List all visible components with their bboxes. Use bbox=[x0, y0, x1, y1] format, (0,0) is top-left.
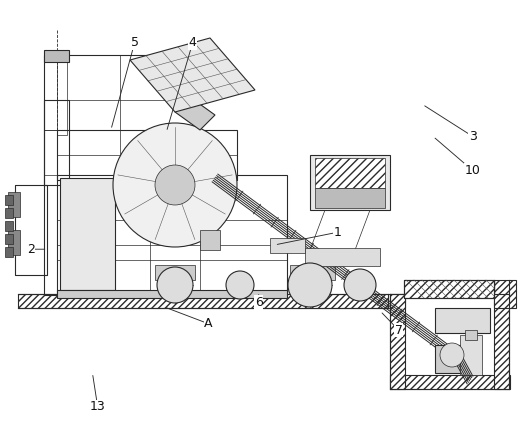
Bar bbox=[15, 185, 47, 275]
Bar bbox=[44, 55, 199, 185]
Circle shape bbox=[440, 343, 464, 367]
Bar bbox=[390, 294, 405, 308]
Bar bbox=[8, 192, 20, 217]
Bar bbox=[270, 238, 305, 253]
Text: 5: 5 bbox=[130, 36, 139, 49]
Bar bbox=[315, 188, 385, 208]
Bar bbox=[5, 221, 13, 231]
Bar bbox=[404, 280, 494, 298]
Bar bbox=[60, 178, 115, 290]
Polygon shape bbox=[130, 38, 255, 112]
Circle shape bbox=[155, 165, 195, 205]
Text: 2: 2 bbox=[27, 243, 34, 256]
Bar bbox=[155, 265, 195, 280]
Text: A: A bbox=[204, 317, 213, 330]
Bar bbox=[290, 265, 335, 280]
Bar bbox=[18, 294, 388, 308]
Bar bbox=[310, 155, 390, 210]
Text: 6: 6 bbox=[255, 296, 262, 309]
Bar bbox=[435, 308, 490, 333]
Bar bbox=[435, 345, 480, 373]
Text: 1: 1 bbox=[334, 226, 342, 239]
Bar bbox=[315, 158, 385, 188]
Circle shape bbox=[157, 267, 193, 303]
Bar bbox=[5, 195, 13, 205]
Bar bbox=[44, 100, 69, 295]
Bar bbox=[57, 55, 67, 135]
Text: 13: 13 bbox=[90, 400, 106, 413]
Bar bbox=[494, 280, 516, 308]
Circle shape bbox=[113, 123, 237, 247]
Circle shape bbox=[226, 271, 254, 299]
Bar bbox=[404, 280, 494, 298]
Bar bbox=[5, 208, 13, 218]
Text: 10: 10 bbox=[465, 164, 480, 177]
Bar bbox=[5, 247, 13, 257]
Bar bbox=[57, 175, 287, 295]
Bar bbox=[8, 230, 20, 255]
Bar bbox=[465, 330, 477, 340]
Bar bbox=[390, 294, 405, 389]
Circle shape bbox=[344, 269, 376, 301]
Bar bbox=[494, 294, 509, 389]
Bar bbox=[5, 234, 13, 244]
Circle shape bbox=[288, 263, 332, 307]
Bar bbox=[44, 50, 69, 62]
Polygon shape bbox=[175, 97, 215, 130]
Text: 3: 3 bbox=[469, 130, 476, 143]
Bar bbox=[200, 230, 220, 250]
Bar bbox=[57, 130, 237, 180]
Bar bbox=[305, 248, 380, 266]
Bar bbox=[390, 375, 510, 389]
Bar bbox=[57, 290, 287, 298]
Text: 4: 4 bbox=[189, 36, 196, 49]
Text: 7: 7 bbox=[394, 324, 403, 337]
Bar bbox=[460, 335, 482, 375]
